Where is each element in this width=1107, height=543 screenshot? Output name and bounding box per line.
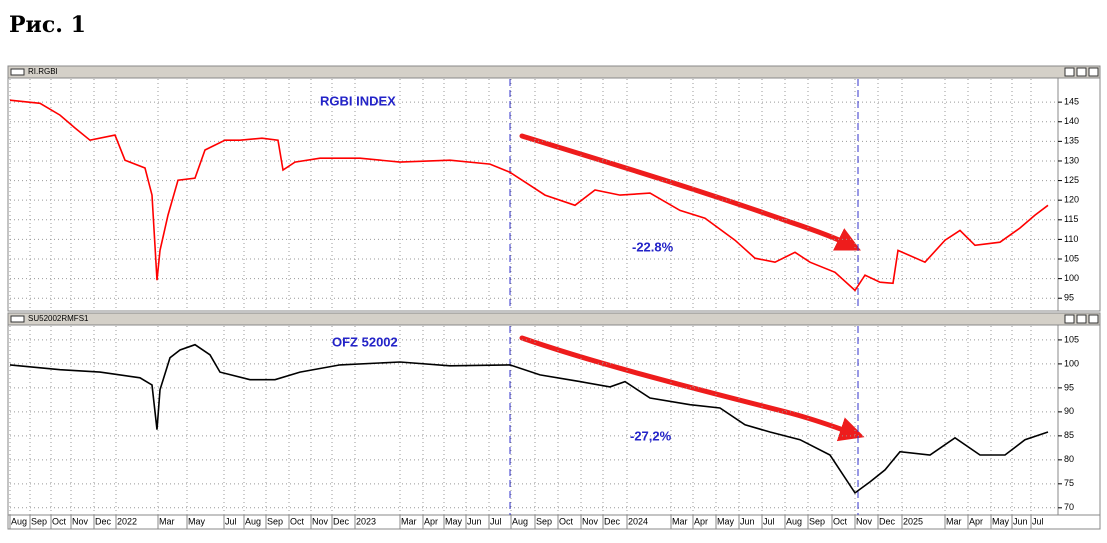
x-tick-label: Mar <box>159 516 175 526</box>
x-tick-label: Apr <box>969 516 983 526</box>
y-tick-label: 100 <box>1064 273 1079 283</box>
y-tick-label: 120 <box>1064 195 1079 205</box>
y-tick-label: 95 <box>1064 293 1074 303</box>
y-tick-label: 125 <box>1064 175 1079 185</box>
x-tick-label: Apr <box>424 516 438 526</box>
y-tick-label: 70 <box>1064 502 1074 512</box>
annotation: OFZ 52002 <box>332 334 398 349</box>
x-tick-label: Apr <box>694 516 708 526</box>
x-tick-label: Oct <box>833 516 848 526</box>
annotation: RGBI INDEX <box>320 93 396 108</box>
trend-arrow <box>519 133 861 251</box>
x-tick-label: Oct <box>290 516 305 526</box>
y-tick-label: 140 <box>1064 116 1079 126</box>
trend-arrow <box>519 335 865 442</box>
y-tick-label: 145 <box>1064 97 1079 107</box>
window-title: RI.RGBI <box>28 67 58 76</box>
y-tick-label: 115 <box>1064 214 1078 224</box>
y-tick-label: 105 <box>1064 334 1079 344</box>
x-tick-label: Nov <box>312 516 329 526</box>
price-line <box>9 343 1049 495</box>
panel-titlebar <box>7 65 1101 79</box>
x-tick-label: Mar <box>401 516 417 526</box>
x-tick-label: Jul <box>1032 516 1044 526</box>
x-tick-label: May <box>188 516 206 526</box>
x-tick-label: Mar <box>946 516 962 526</box>
x-tick-label: Oct <box>52 516 67 526</box>
x-tick-label: Nov <box>72 516 89 526</box>
y-tick-label: 130 <box>1064 155 1079 165</box>
change-label: -27,2% <box>630 428 672 443</box>
x-tick-label: Aug <box>512 516 528 526</box>
x-tick-label: Sep <box>267 516 283 526</box>
y-tick-label: 90 <box>1064 406 1074 416</box>
window-buttons[interactable] <box>1064 67 1099 324</box>
panel-frame <box>7 65 1101 312</box>
y-tick-label: 105 <box>1064 253 1079 263</box>
x-tick-label: Jun <box>740 516 755 526</box>
x-tick-label: Dec <box>95 516 112 526</box>
x-tick-label: 2023 <box>356 516 376 526</box>
x-tick-label: Sep <box>809 516 825 526</box>
x-tick-label: 2024 <box>628 516 648 526</box>
x-tick-label: Dec <box>604 516 621 526</box>
y-tick-label: 95 <box>1064 382 1074 392</box>
window-icon <box>10 68 25 76</box>
x-tick-label: Oct <box>559 516 574 526</box>
y-tick-label: 110 <box>1064 234 1078 244</box>
x-tick-label: Dec <box>879 516 896 526</box>
y-tick-label: 75 <box>1064 478 1074 488</box>
x-tick-label: Jun <box>1013 516 1028 526</box>
panel-titlebar <box>7 312 1101 326</box>
x-tick-label: May <box>445 516 463 526</box>
x-tick-label: Aug <box>786 516 802 526</box>
x-axis-strip <box>7 514 1101 530</box>
x-tick-label: Jul <box>490 516 502 526</box>
x-tick-label: Jun <box>467 516 482 526</box>
x-tick-label: Jul <box>763 516 775 526</box>
x-tick-label: Jul <box>225 516 237 526</box>
panel-frame <box>7 312 1101 516</box>
y-tick-label: 100 <box>1064 358 1079 368</box>
figure-title: Рис. 1 <box>9 12 86 38</box>
x-tick-label: 2022 <box>117 516 137 526</box>
change-label: -22.8% <box>632 239 674 254</box>
x-tick-label: Aug <box>245 516 261 526</box>
x-tick-label: Nov <box>856 516 873 526</box>
window-icon <box>10 315 25 323</box>
y-tick-label: 135 <box>1064 136 1079 146</box>
x-tick-label: May <box>992 516 1010 526</box>
x-tick-label: Aug <box>11 516 27 526</box>
x-tick-label: Mar <box>672 516 688 526</box>
price-line <box>9 99 1049 292</box>
x-tick-label: Sep <box>536 516 552 526</box>
y-tick-label: 85 <box>1064 430 1074 440</box>
x-tick-label: May <box>717 516 735 526</box>
x-tick-label: Dec <box>333 516 350 526</box>
x-tick-label: Nov <box>582 516 599 526</box>
x-tick-label: 2025 <box>903 516 923 526</box>
y-tick-label: 80 <box>1064 454 1074 464</box>
x-tick-label: Sep <box>31 516 47 526</box>
window-title: SU52002RMFS1 <box>28 314 89 323</box>
